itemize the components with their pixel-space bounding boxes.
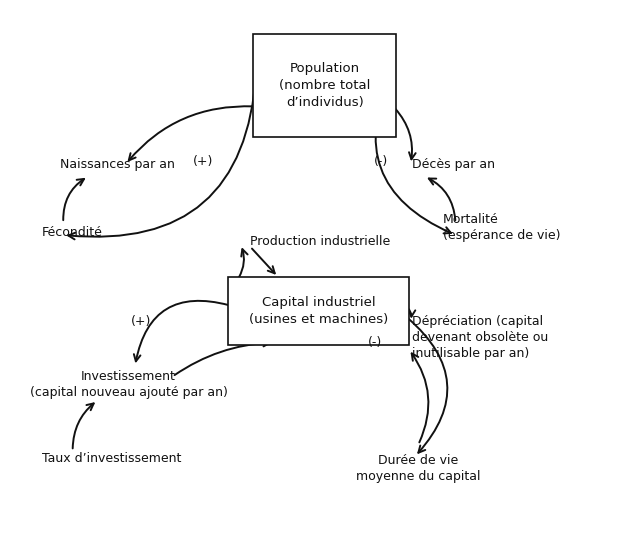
Text: Taux d’investissement: Taux d’investissement xyxy=(42,451,181,464)
Text: Décès par an: Décès par an xyxy=(412,158,495,171)
Text: Capital industriel
(usines et machines): Capital industriel (usines et machines) xyxy=(249,296,388,326)
Text: (+): (+) xyxy=(193,155,214,168)
Text: (-): (-) xyxy=(373,155,388,168)
Text: Investissement
(capital nouveau ajouté par an): Investissement (capital nouveau ajouté p… xyxy=(30,370,228,399)
FancyBboxPatch shape xyxy=(253,34,396,136)
Text: Population
(nombre total
d’individus): Population (nombre total d’individus) xyxy=(279,62,370,109)
Text: Durée de vie
moyenne du capital: Durée de vie moyenne du capital xyxy=(356,454,481,483)
Text: (+): (+) xyxy=(131,315,152,328)
Text: Mortalité
(espérance de vie): Mortalité (espérance de vie) xyxy=(443,213,560,241)
FancyBboxPatch shape xyxy=(228,277,409,345)
Text: Naissances par an: Naissances par an xyxy=(60,158,175,171)
Text: Dépréciation (capital
devenant obsolète ou
inutilisable par an): Dépréciation (capital devenant obsolète … xyxy=(412,315,548,360)
Text: Fécondité: Fécondité xyxy=(42,226,103,239)
Text: (-): (-) xyxy=(368,336,382,349)
Text: Production industrielle: Production industrielle xyxy=(250,235,391,248)
